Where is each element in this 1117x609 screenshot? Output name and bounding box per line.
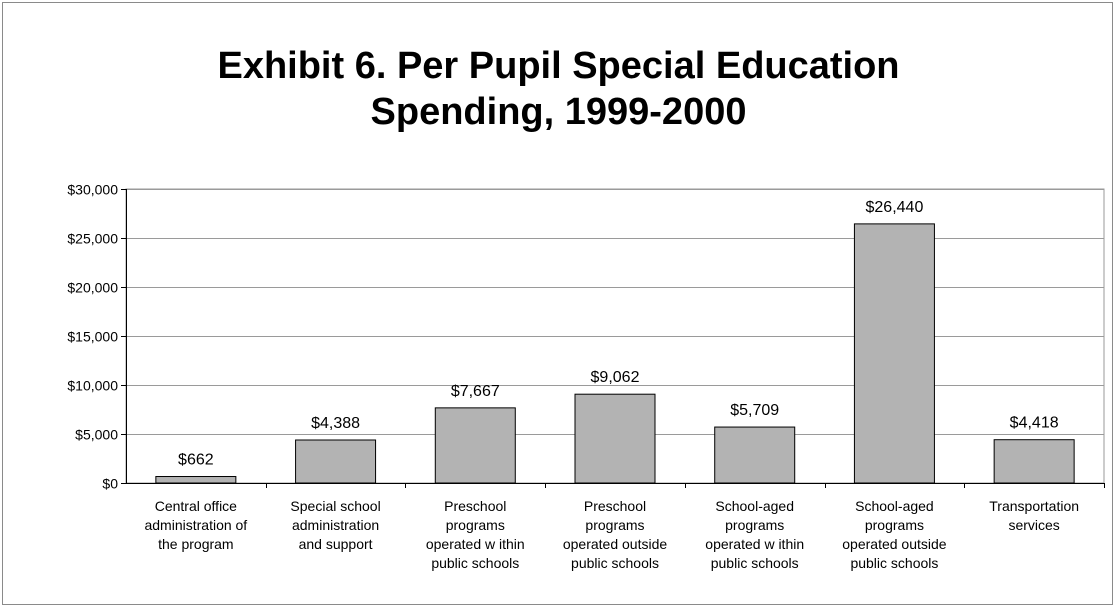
data-label: $5,709 [730, 402, 779, 419]
data-label: $662 [178, 452, 214, 469]
data-label: $9,062 [591, 369, 640, 386]
x-category-label: administration of [144, 517, 247, 533]
y-tick-label: $0 [102, 476, 118, 492]
x-category-label: operated outside [563, 536, 668, 552]
bar [295, 439, 377, 484]
x-category-label: administration [292, 517, 379, 533]
x-category-label: Preschool [584, 498, 646, 514]
x-category-label: programs [585, 517, 644, 533]
bar [155, 476, 237, 484]
bar [993, 439, 1075, 484]
x-category-label: operated w ithin [426, 536, 525, 552]
bar [434, 407, 516, 484]
x-category-label: operated outside [842, 536, 947, 552]
x-category-label: public schools [711, 555, 799, 571]
data-label: $4,388 [311, 415, 360, 432]
x-category-label: School-aged [855, 498, 934, 514]
y-tick-label: $20,000 [67, 280, 118, 296]
chart-title-line-2: Spending, 1999-2000 [370, 91, 747, 133]
x-category-label: programs [446, 517, 505, 533]
x-category-label: programs [865, 517, 924, 533]
bar [574, 393, 656, 484]
bar [714, 426, 796, 484]
y-tick-label: $10,000 [67, 378, 118, 394]
y-tick-label: $5,000 [75, 427, 118, 443]
x-category-label: Central office [155, 498, 237, 514]
x-category-label: public schools [431, 555, 519, 571]
bar [853, 223, 935, 484]
x-category-label: Special school [290, 498, 380, 514]
y-tick-label: $15,000 [67, 329, 118, 345]
x-category-label: services [1008, 517, 1059, 533]
x-category-label: and support [299, 536, 373, 552]
x-category-label: public schools [571, 555, 659, 571]
x-category-label: School-aged [715, 498, 794, 514]
chart-title-line-1: Exhibit 6. Per Pupil Special Education [217, 45, 900, 87]
chart-title: Exhibit 6. Per Pupil Special Education S… [3, 43, 1114, 135]
x-category-label: public schools [850, 555, 938, 571]
x-category-label: Transportation [989, 498, 1079, 514]
x-category-label: the program [158, 536, 233, 552]
data-label: $4,418 [1010, 415, 1059, 432]
x-category-label: Preschool [444, 498, 506, 514]
y-tick-label: $30,000 [67, 182, 118, 198]
x-category-label: operated w ithin [705, 536, 804, 552]
data-label: $26,440 [866, 199, 924, 216]
x-category-label: programs [725, 517, 784, 533]
y-tick-label: $25,000 [67, 231, 118, 247]
data-label: $7,667 [451, 383, 500, 400]
